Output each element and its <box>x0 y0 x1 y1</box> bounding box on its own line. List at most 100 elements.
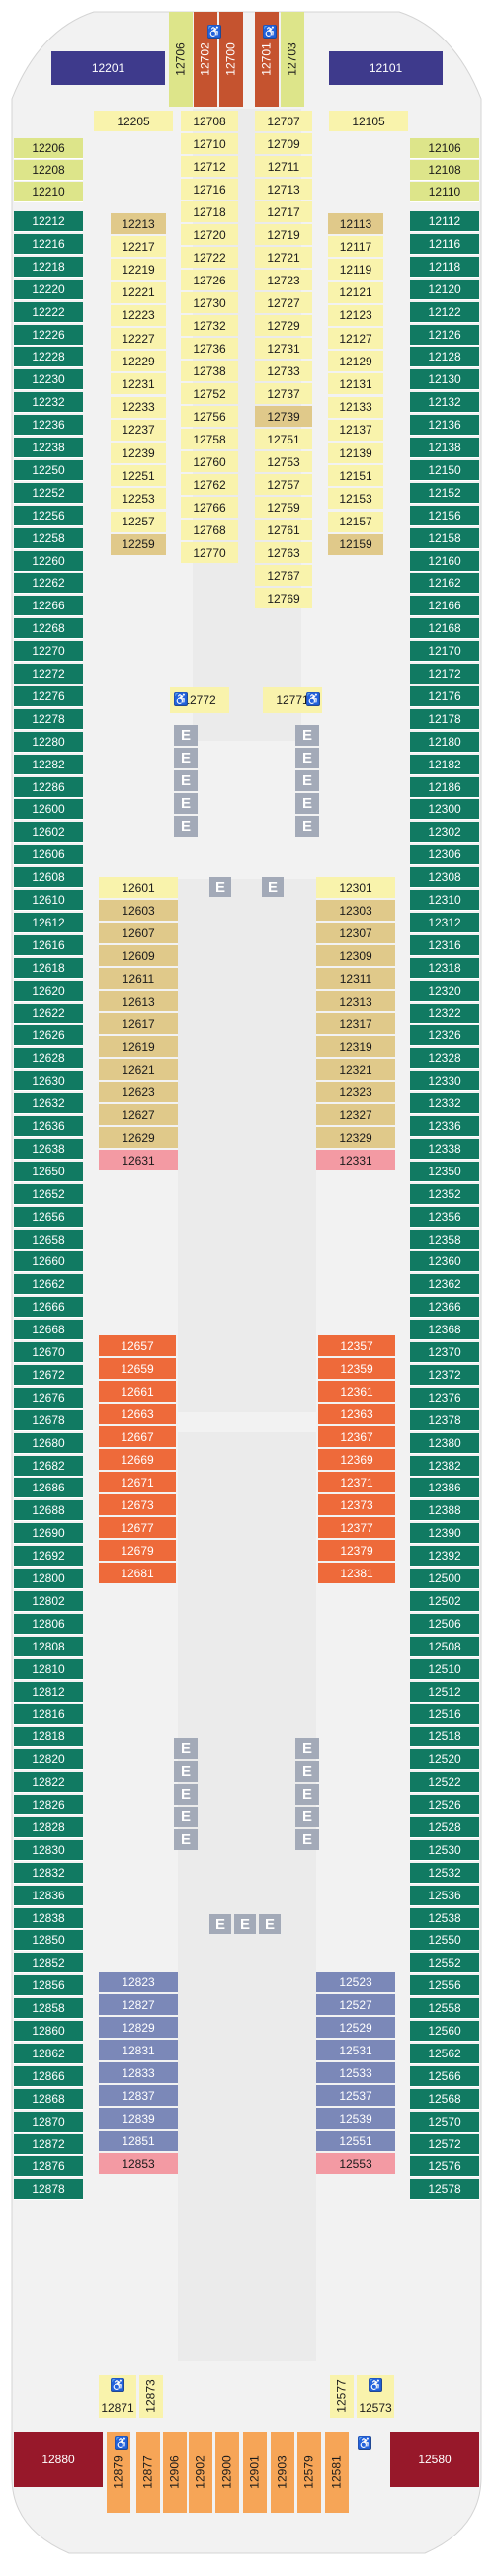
cabin-12808[interactable]: 12808 <box>14 1636 83 1657</box>
cabin-12360[interactable]: 12360 <box>410 1251 479 1273</box>
cabin-12133[interactable]: 12133 <box>328 396 383 418</box>
cabin-12316[interactable]: 12316 <box>410 934 479 956</box>
cabin-12258[interactable]: 12258 <box>14 527 83 549</box>
cabin-12763[interactable]: 12763 <box>255 542 312 563</box>
cabin-12352[interactable]: 12352 <box>410 1183 479 1205</box>
cabin-12719[interactable]: 12719 <box>255 224 312 245</box>
cabin-12630[interactable]: 12630 <box>14 1071 83 1092</box>
cabin-12388[interactable]: 12388 <box>410 1500 479 1522</box>
cabin-12802[interactable]: 12802 <box>14 1590 83 1612</box>
cabin-12713[interactable]: 12713 <box>255 179 312 200</box>
cabin-12626[interactable]: 12626 <box>14 1025 83 1047</box>
cabin-12629[interactable]: 12629 <box>99 1127 178 1148</box>
cabin-12105[interactable]: 12105 <box>329 111 408 131</box>
cabin-12836[interactable]: 12836 <box>14 1885 83 1906</box>
cabin-12138[interactable]: 12138 <box>410 438 479 458</box>
cabin-12302[interactable]: 12302 <box>410 822 479 844</box>
cabin-12532[interactable]: 12532 <box>410 1862 479 1884</box>
cabin-12760[interactable]: 12760 <box>181 451 238 472</box>
cabin-12618[interactable]: 12618 <box>14 957 83 979</box>
cabin-12862[interactable]: 12862 <box>14 2043 83 2064</box>
cabin-12826[interactable]: 12826 <box>14 1795 83 1815</box>
cabin-12208[interactable]: 12208 <box>14 160 83 181</box>
cabin-12262[interactable]: 12262 <box>14 573 83 595</box>
cabin-12568[interactable]: 12568 <box>410 2088 479 2110</box>
cabin-12739[interactable]: 12739 <box>255 406 312 427</box>
cabin-12162[interactable]: 12162 <box>410 573 479 595</box>
cabin-12850[interactable]: 12850 <box>14 1930 83 1952</box>
cabin-12377[interactable]: 12377 <box>318 1517 395 1538</box>
cabin-12313[interactable]: 12313 <box>316 991 395 1011</box>
cabin-12152[interactable]: 12152 <box>410 482 479 504</box>
cabin-12317[interactable]: 12317 <box>316 1013 395 1034</box>
cabin-12837[interactable]: 12837 <box>99 2085 178 2106</box>
cabin-12729[interactable]: 12729 <box>255 315 312 336</box>
cabin-12553[interactable]: 12553 <box>316 2153 395 2174</box>
cabin-12676[interactable]: 12676 <box>14 1387 83 1409</box>
cabin-12558[interactable]: 12558 <box>410 1998 479 2020</box>
cabin-12329[interactable]: 12329 <box>316 1127 395 1148</box>
cabin-12308[interactable]: 12308 <box>410 867 479 889</box>
cabin-12526[interactable]: 12526 <box>410 1795 479 1815</box>
cabin-12670[interactable]: 12670 <box>14 1342 83 1363</box>
cabin-12551[interactable]: 12551 <box>316 2131 395 2151</box>
cabin-12231[interactable]: 12231 <box>111 373 166 395</box>
cabin-12771[interactable]: 12771 <box>263 687 322 713</box>
cabin-12686[interactable]: 12686 <box>14 1478 83 1499</box>
cabin-12682[interactable]: 12682 <box>14 1455 83 1477</box>
cabin-12239[interactable]: 12239 <box>111 443 166 463</box>
cabin-12512[interactable]: 12512 <box>410 1681 479 1703</box>
cabin-12616[interactable]: 12616 <box>14 934 83 956</box>
cabin-12530[interactable]: 12530 <box>410 1839 479 1861</box>
cabin-12757[interactable]: 12757 <box>255 474 312 495</box>
cabin-12380[interactable]: 12380 <box>410 1432 479 1454</box>
cabin-12856[interactable]: 12856 <box>14 1975 83 1997</box>
cabin-12122[interactable]: 12122 <box>410 301 479 323</box>
cabin-12607[interactable]: 12607 <box>99 923 178 943</box>
cabin-12357[interactable]: 12357 <box>318 1335 395 1356</box>
cabin-12379[interactable]: 12379 <box>318 1540 395 1561</box>
cabin-12359[interactable]: 12359 <box>318 1358 395 1379</box>
cabin-12516[interactable]: 12516 <box>410 1704 479 1726</box>
cabin-12392[interactable]: 12392 <box>410 1546 479 1568</box>
cabin-12186[interactable]: 12186 <box>410 776 479 798</box>
cabin-12232[interactable]: 12232 <box>14 392 83 414</box>
cabin-12566[interactable]: 12566 <box>410 2065 479 2087</box>
cabin-12112[interactable]: 12112 <box>410 211 479 232</box>
cabin-12577[interactable]: 12577 <box>330 2375 354 2418</box>
cabin-12106[interactable]: 12106 <box>410 138 479 159</box>
cabin-12139[interactable]: 12139 <box>328 443 383 463</box>
cabin-12381[interactable]: 12381 <box>318 1563 395 1583</box>
cabin-12823[interactable]: 12823 <box>99 1972 178 1992</box>
cabin-12732[interactable]: 12732 <box>181 315 238 336</box>
cabin-12876[interactable]: 12876 <box>14 2156 83 2178</box>
cabin-12816[interactable]: 12816 <box>14 1704 83 1726</box>
cabin-12678[interactable]: 12678 <box>14 1409 83 1431</box>
cabin-12170[interactable]: 12170 <box>410 641 479 663</box>
cabin-12538[interactable]: 12538 <box>410 1907 479 1929</box>
cabin-12660[interactable]: 12660 <box>14 1251 83 1273</box>
cabin-12812[interactable]: 12812 <box>14 1681 83 1703</box>
cabin-12268[interactable]: 12268 <box>14 618 83 640</box>
cabin-12838[interactable]: 12838 <box>14 1907 83 1929</box>
cabin-12606[interactable]: 12606 <box>14 845 83 866</box>
cabin-12172[interactable]: 12172 <box>410 664 479 684</box>
cabin-12672[interactable]: 12672 <box>14 1364 83 1386</box>
cabin-12129[interactable]: 12129 <box>328 351 383 372</box>
cabin-12851[interactable]: 12851 <box>99 2131 178 2151</box>
cabin-12368[interactable]: 12368 <box>410 1320 479 1341</box>
cabin-12767[interactable]: 12767 <box>255 565 312 586</box>
cabin-12671[interactable]: 12671 <box>99 1472 176 1492</box>
cabin-12692[interactable]: 12692 <box>14 1546 83 1568</box>
cabin-12828[interactable]: 12828 <box>14 1816 83 1838</box>
cabin-12711[interactable]: 12711 <box>255 156 312 177</box>
cabin-12656[interactable]: 12656 <box>14 1206 83 1228</box>
cabin-12570[interactable]: 12570 <box>410 2111 479 2133</box>
cabin-12627[interactable]: 12627 <box>99 1104 178 1125</box>
cabin-12220[interactable]: 12220 <box>14 279 83 300</box>
cabin-12216[interactable]: 12216 <box>14 233 83 255</box>
cabin-12523[interactable]: 12523 <box>316 1972 395 1992</box>
cabin-12580[interactable]: 12580 <box>390 2432 479 2487</box>
cabin-12527[interactable]: 12527 <box>316 1994 395 2015</box>
cabin-12386[interactable]: 12386 <box>410 1478 479 1499</box>
